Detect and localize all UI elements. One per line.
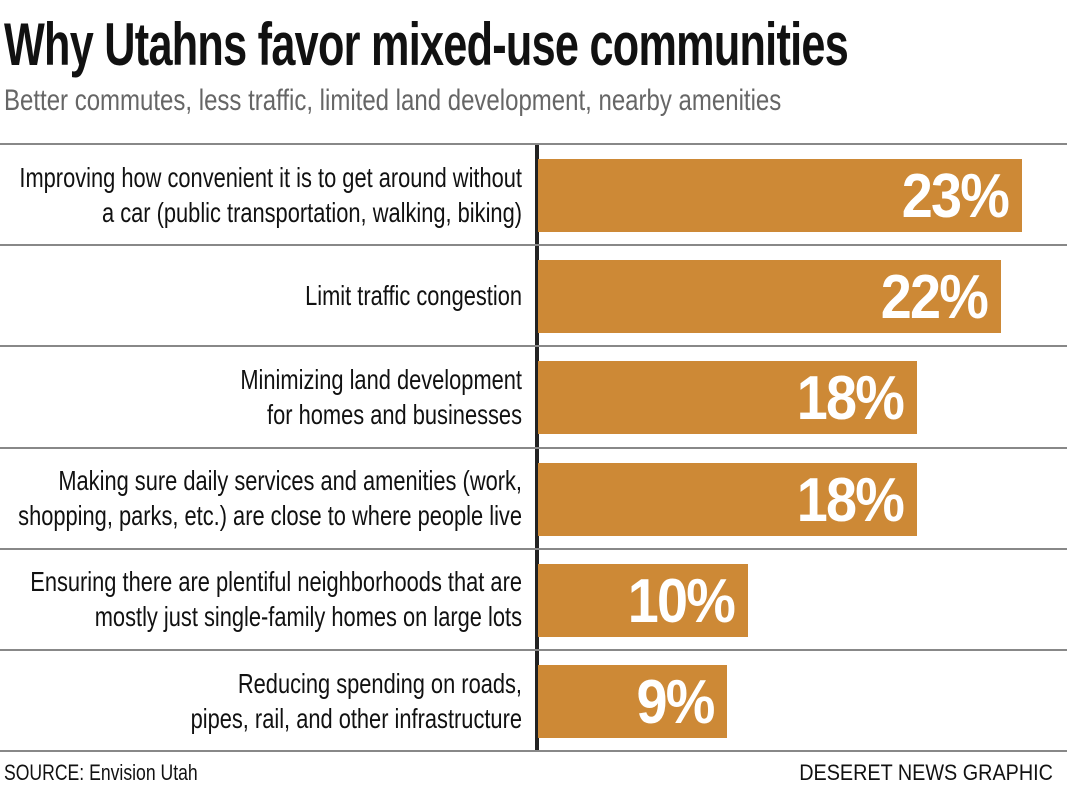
credit-note: DESERET NEWS GRAPHIC	[799, 760, 1053, 785]
category-label: Ensuring there are plentiful neighborhoo…	[0, 564, 522, 634]
category-label-line: for homes and businesses	[267, 399, 522, 430]
bar: 23%	[538, 159, 1022, 232]
chart-title: Why Utahns favor mixed-use communities	[4, 11, 849, 78]
category-label-line: Minimizing land development	[240, 364, 522, 395]
category-label: Minimizing land development for homes and…	[0, 362, 522, 432]
category-label-line: Reducing spending on roads,	[237, 667, 522, 699]
category-label: Reducing spending on roads, pipes, rail, …	[0, 666, 522, 736]
category-label: Limit traffic congestion	[0, 278, 522, 313]
source-note: SOURCE: Envision Utah	[4, 760, 198, 785]
category-label-line: shopping, parks, etc.) are close to wher…	[18, 500, 522, 532]
bar: 10%	[538, 563, 749, 637]
row-separator	[0, 244, 1067, 247]
category-label-line: Limit traffic congestion	[305, 280, 522, 312]
category-label-line: a car (public transportation, walking, b…	[101, 196, 522, 228]
bar-chart: Improving how convenient it is to get ar…	[0, 143, 1067, 753]
value-label: 18%	[796, 364, 904, 434]
row-separator	[0, 649, 1067, 651]
row-separator	[0, 750, 1067, 753]
row-separator	[0, 345, 1067, 348]
bar: 18%	[538, 462, 917, 536]
category-label-line: mostly just single-family homes on large…	[94, 601, 522, 633]
value-label: 22%	[880, 263, 989, 333]
value-label: 10%	[628, 566, 736, 636]
category-label-line: pipes, rail, and other infrastructure	[190, 702, 522, 734]
chart-subtitle: Better commutes, less traffic, limited l…	[4, 84, 782, 117]
value-label: 18%	[796, 465, 904, 535]
value-label: 9%	[636, 668, 715, 737]
category-label: Making sure daily services and amenities…	[0, 463, 522, 533]
category-label: Improving how convenient it is to get ar…	[0, 160, 522, 230]
row-separator	[0, 547, 1067, 550]
bar: 9%	[538, 665, 728, 738]
row-separator	[0, 143, 1067, 145]
value-label: 23%	[901, 162, 1010, 231]
category-label-line: Making sure daily services and amenities…	[58, 465, 522, 497]
bar: 22%	[538, 260, 1001, 334]
row-separator	[0, 446, 1067, 449]
category-label-line: Ensuring there are plentiful neighborhoo…	[30, 566, 523, 598]
category-label-line: Improving how convenient it is to get ar…	[19, 161, 522, 193]
bar: 18%	[538, 361, 917, 435]
